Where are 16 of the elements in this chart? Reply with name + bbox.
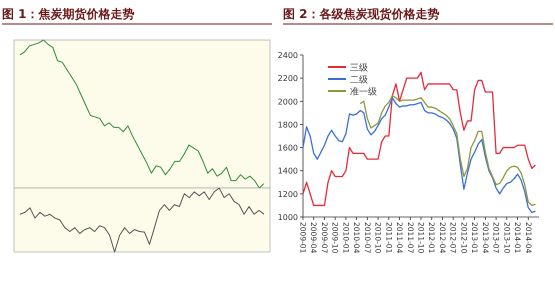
legend-label: 准一级 bbox=[350, 86, 377, 98]
line-series bbox=[302, 72, 536, 206]
y-tick-label: 1000 bbox=[278, 213, 298, 222]
y-tick-label: 2200 bbox=[278, 74, 298, 84]
y-tick-label: 1200 bbox=[278, 190, 298, 199]
y-tick-label: 2000 bbox=[278, 97, 298, 106]
y-tick-label: 1800 bbox=[278, 120, 298, 130]
y-tick-label: 1600 bbox=[278, 144, 298, 153]
y-tick-label: 2400 bbox=[278, 51, 298, 60]
line-series bbox=[360, 94, 536, 206]
y-tick-label: 1400 bbox=[278, 166, 298, 176]
legend-label: 三级 bbox=[350, 62, 368, 74]
legend-label: 二级 bbox=[350, 74, 368, 86]
line-series bbox=[302, 97, 536, 214]
chart-title: 图 2：各级焦炭现货价格走势 bbox=[283, 7, 440, 21]
chart-title: 图 1：焦炭期货价格走势 bbox=[2, 7, 135, 21]
